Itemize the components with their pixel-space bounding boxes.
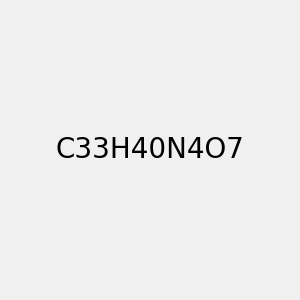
Text: C33H40N4O7: C33H40N4O7 <box>56 136 244 164</box>
